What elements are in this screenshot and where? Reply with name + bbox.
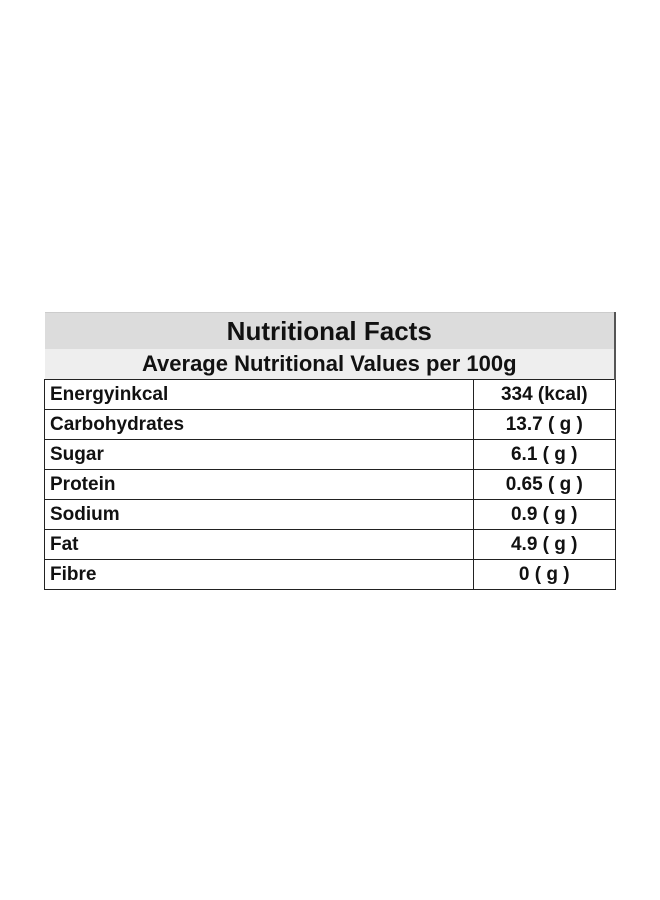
nutrition-table: Nutritional Facts Average Nutritional Va… — [44, 312, 616, 590]
nutrient-value: 13.7 ( g ) — [473, 409, 616, 440]
nutrient-value: 4.9 ( g ) — [473, 529, 616, 560]
nutrient-name: Fibre — [44, 559, 474, 590]
nutrient-name: Protein — [44, 469, 474, 500]
nutrient-row: Fibre 0 ( g ) — [44, 559, 616, 590]
nutrient-name: Sodium — [44, 499, 474, 530]
nutrient-name: Carbohydrates — [44, 409, 474, 440]
table-body: Nutritional Facts Average Nutritional Va… — [44, 312, 616, 590]
nutrient-value: 6.1 ( g ) — [473, 439, 616, 470]
nutrient-row: Protein 0.65 ( g ) — [44, 469, 616, 500]
nutrient-value: 0.65 ( g ) — [473, 469, 616, 500]
nutrient-row: Sodium 0.9 ( g ) — [44, 499, 616, 530]
nutrient-row: Energyinkcal 334 (kcal) — [44, 379, 616, 410]
nutrient-value: 334 (kcal) — [473, 379, 616, 410]
nutrient-row: Carbohydrates 13.7 ( g ) — [44, 409, 616, 440]
title-row: Nutritional Facts — [44, 312, 616, 349]
table-subtitle: Average Nutritional Values per 100g — [44, 349, 616, 380]
nutrient-name: Energyinkcal — [44, 379, 474, 410]
table-title: Nutritional Facts — [44, 312, 616, 349]
nutrient-name: Sugar — [44, 439, 474, 470]
nutrient-name: Fat — [44, 529, 474, 560]
nutrient-value: 0.9 ( g ) — [473, 499, 616, 530]
nutrient-row: Sugar 6.1 ( g ) — [44, 439, 616, 470]
subtitle-row: Average Nutritional Values per 100g — [44, 349, 616, 380]
nutrient-value: 0 ( g ) — [473, 559, 616, 590]
nutrient-row: Fat 4.9 ( g ) — [44, 529, 616, 560]
